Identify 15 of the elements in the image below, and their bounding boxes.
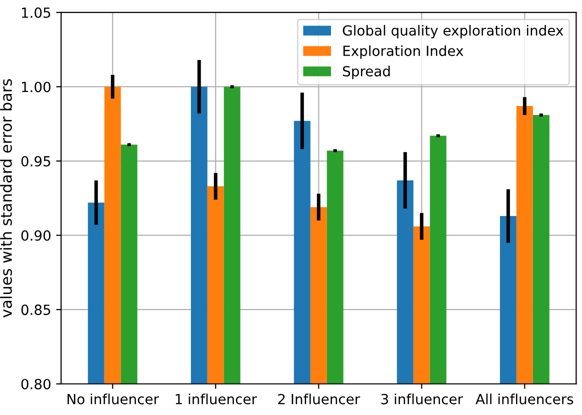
y-axis-title: values with standard error bars xyxy=(0,79,12,318)
y-tick-label: 1.05 xyxy=(22,7,50,18)
legend-label: Global quality exploration index xyxy=(342,24,564,38)
x-tick-label: 3 influencer xyxy=(381,394,464,404)
x-tick-label: All influencers xyxy=(476,394,574,404)
y-tick-label: 1.00 xyxy=(22,82,50,92)
y-tick-label: 0.85 xyxy=(21,304,50,316)
x-tick-label: No influencer xyxy=(68,394,159,404)
x-tick-label: 1 influencer xyxy=(176,394,257,404)
y-tick-label: 0.90 xyxy=(21,230,50,241)
y-tick-label: 0.95 xyxy=(21,156,50,166)
y-tick-label: 0.80 xyxy=(21,378,50,390)
x-tick-label: 2 Influencer xyxy=(278,394,360,404)
legend-label: Spread xyxy=(343,66,390,80)
legend-label: Exploration Index xyxy=(343,45,464,59)
